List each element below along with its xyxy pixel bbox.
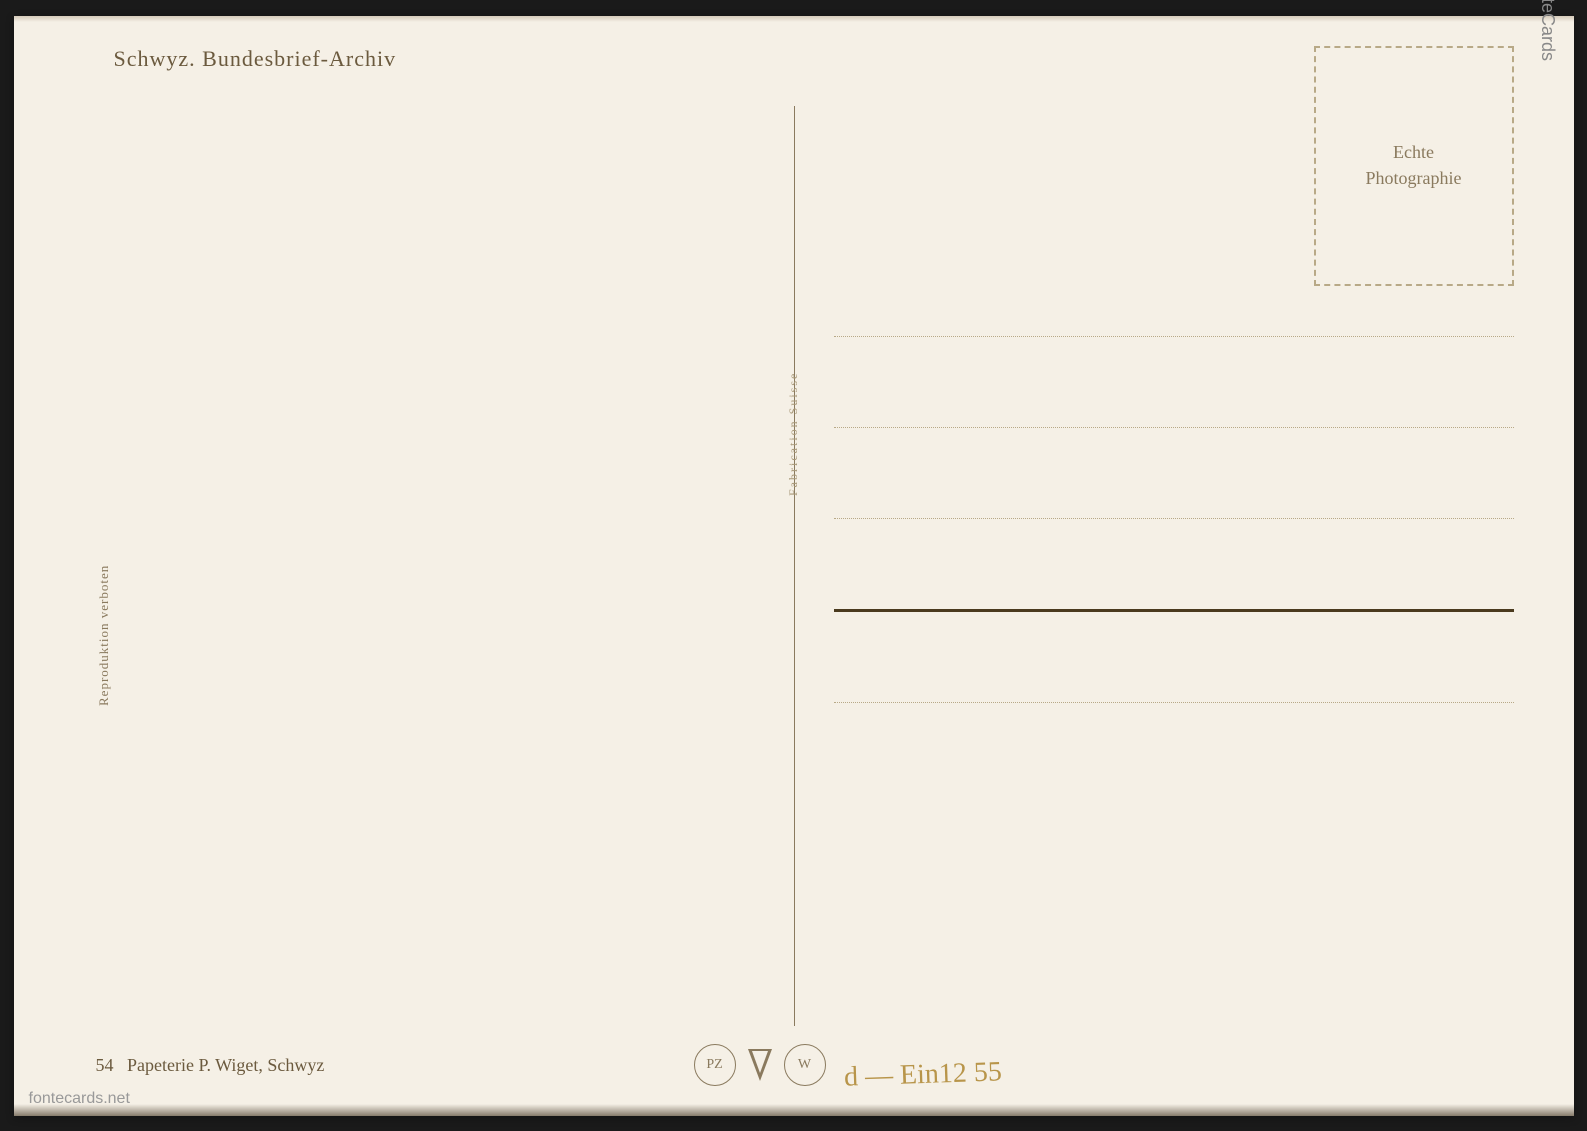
logo-triangle-icon (748, 1049, 772, 1081)
stamp-text-line1: Echte (1393, 140, 1434, 165)
publisher-credit: 54 Papeterie P. Wiget, Schwyz (96, 1055, 325, 1076)
watermark-brand: fonteCards (1538, 0, 1559, 61)
address-line (834, 336, 1514, 337)
logo-pz-icon: PZ (694, 1044, 736, 1086)
postcard-title: Schwyz. Bundesbrief-Archiv (114, 46, 397, 72)
publisher-text: Papeterie P. Wiget, Schwyz (127, 1055, 324, 1075)
logo-w-icon: W (784, 1044, 826, 1086)
stamp-text-line2: Photographie (1366, 166, 1462, 191)
logo-triangle-inner (752, 1051, 768, 1073)
postcard-back: Schwyz. Bundesbrief-Archiv Echte Photogr… (14, 16, 1574, 1116)
address-line (834, 518, 1514, 519)
address-lines-area (834, 336, 1514, 793)
printer-logos: PZ W (694, 1044, 826, 1086)
reproduction-notice: Reproduktion verboten (96, 564, 112, 705)
address-line-solid (834, 609, 1514, 612)
center-divider (794, 106, 795, 1026)
publisher-number: 54 (96, 1055, 114, 1075)
stamp-placeholder-box: Echte Photographie (1314, 46, 1514, 286)
handwritten-note: d — Ein12 55 (843, 1056, 1002, 1093)
address-line (834, 702, 1514, 703)
edge-shadow-top (14, 16, 1574, 22)
address-line (834, 427, 1514, 428)
edge-shadow-bottom (14, 1104, 1574, 1116)
fabrication-label: Fabrication Suisse (786, 371, 801, 495)
